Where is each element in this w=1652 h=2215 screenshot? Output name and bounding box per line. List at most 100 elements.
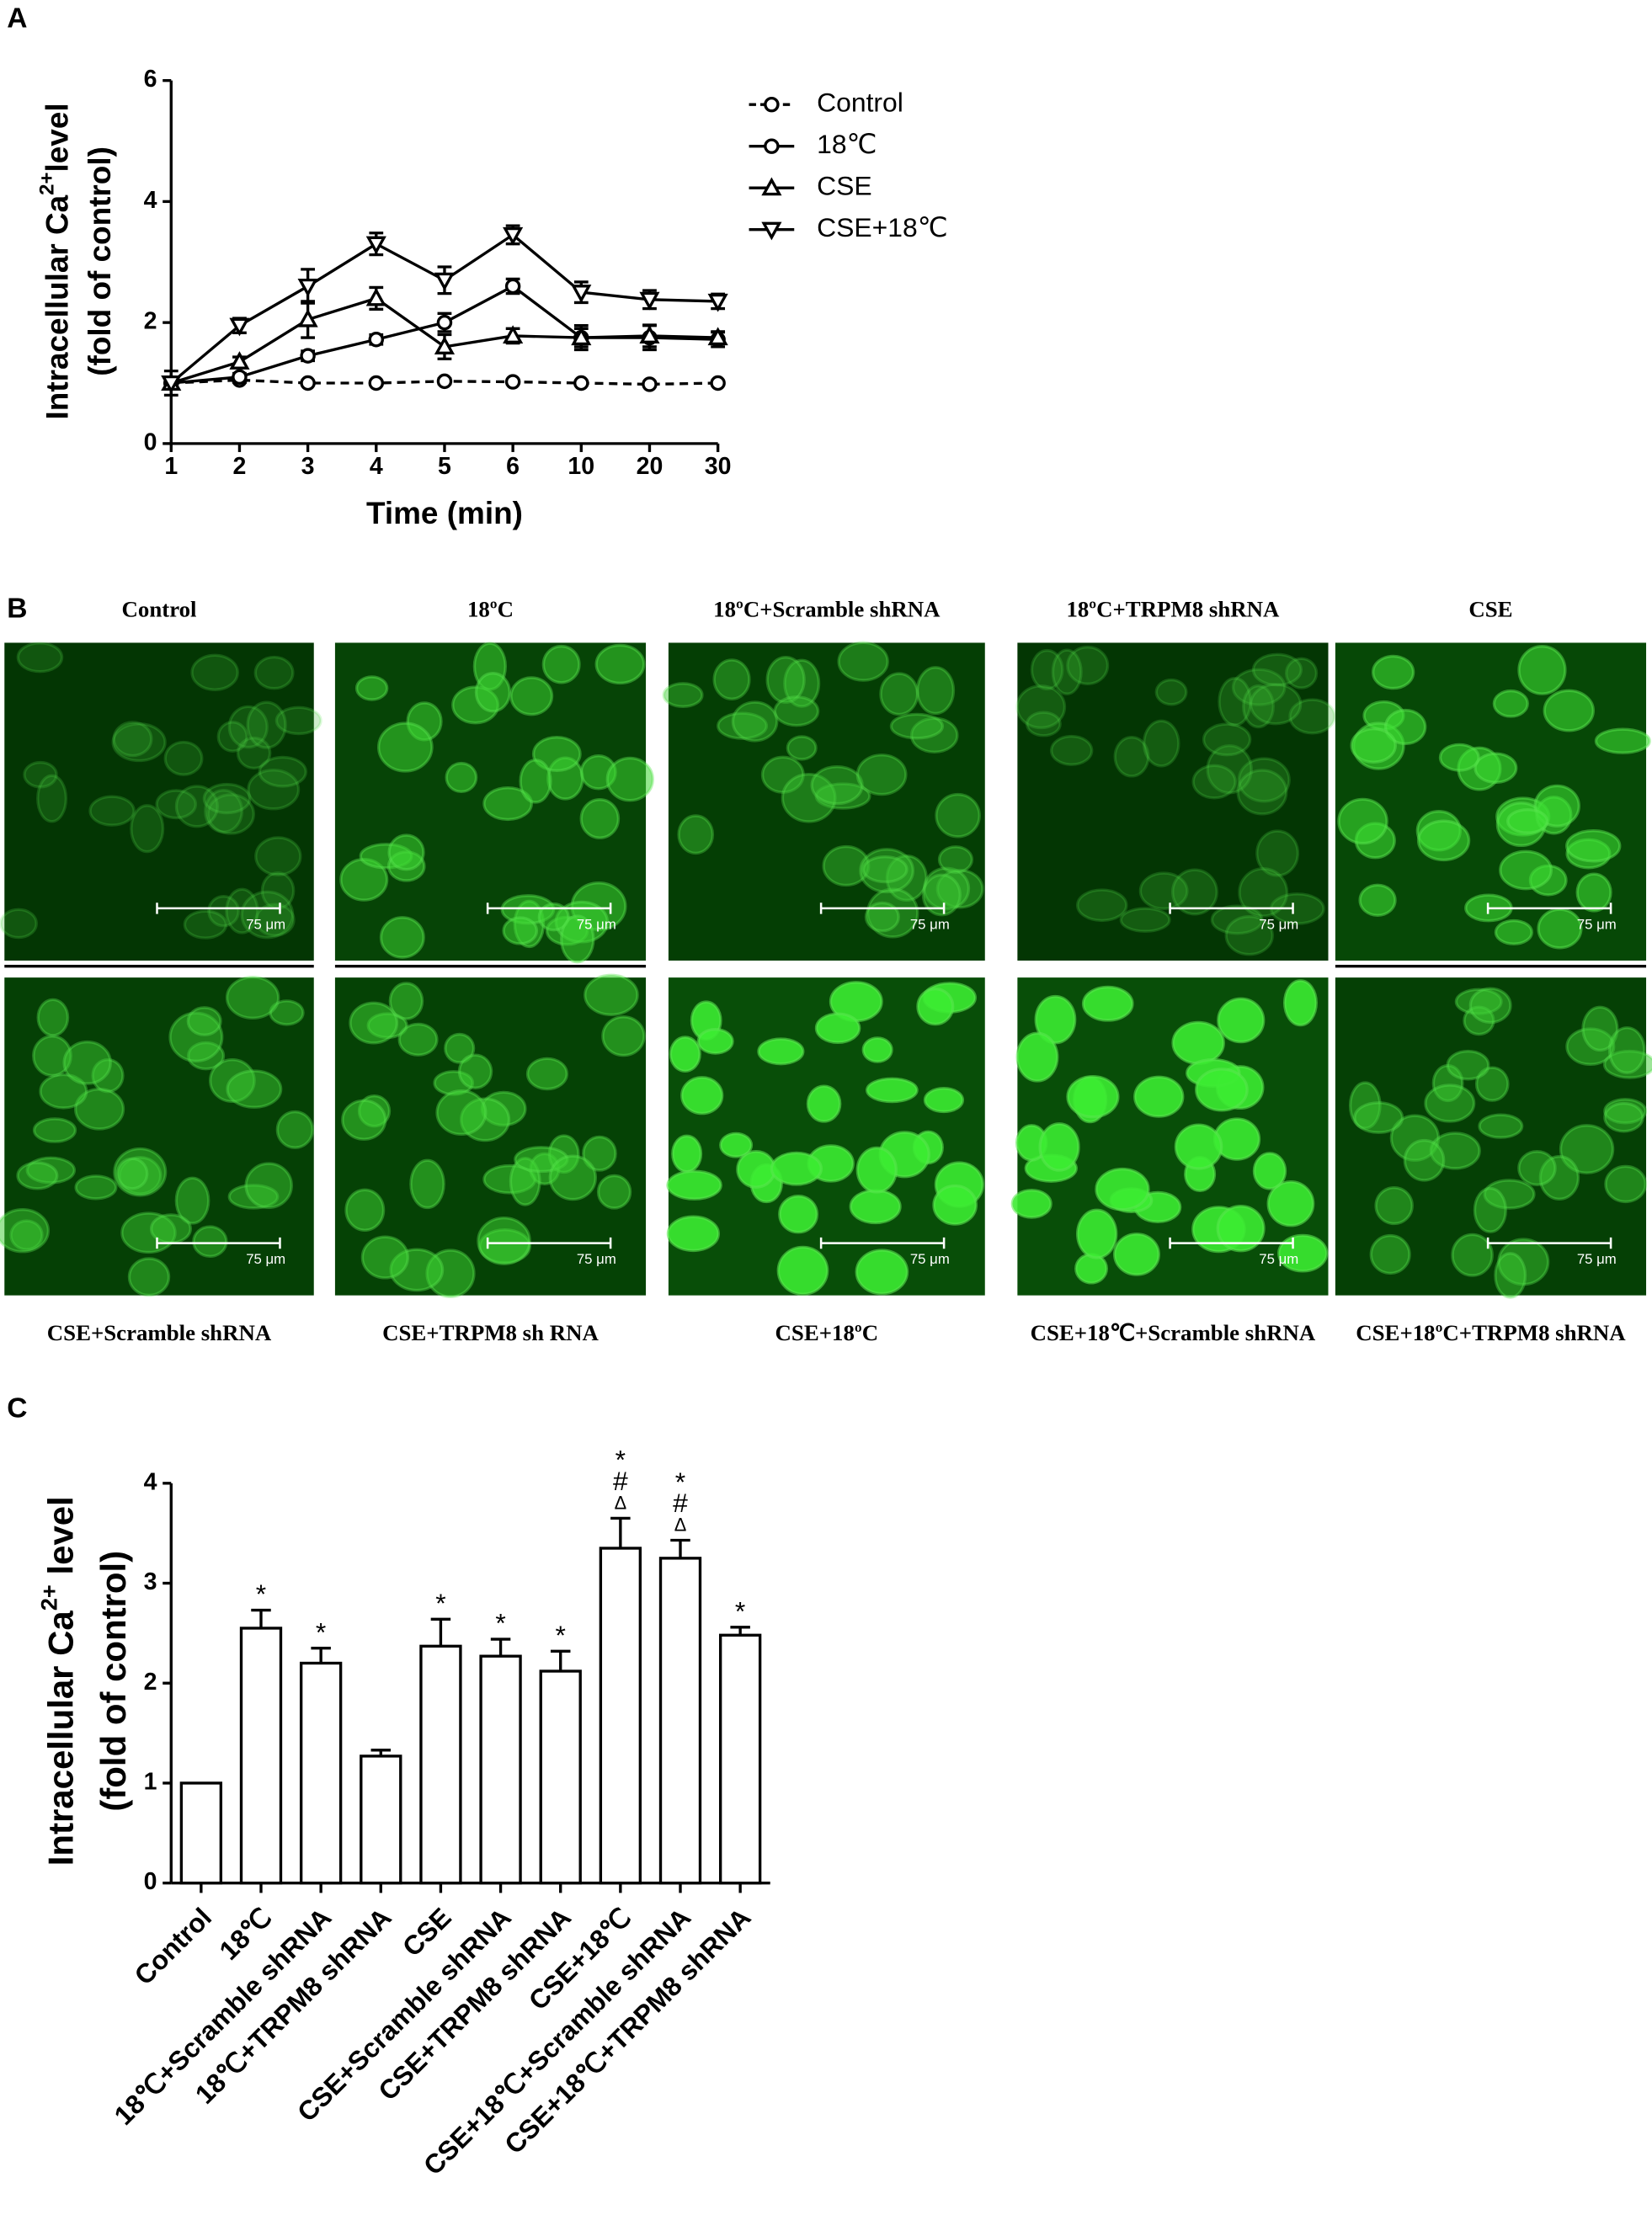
cell bbox=[1138, 871, 1189, 911]
scale-bar-label: 75 μm bbox=[577, 1251, 616, 1267]
micrograph-title: 18ºC+Scramble shRNA bbox=[713, 597, 941, 622]
error-bar bbox=[670, 1538, 690, 1558]
cell bbox=[275, 1110, 314, 1149]
scale-bar-label: 75 μm bbox=[246, 1251, 285, 1267]
micrograph: 75 μm bbox=[334, 642, 654, 964]
cell bbox=[1015, 684, 1067, 730]
cell bbox=[548, 1154, 598, 1201]
point bbox=[161, 375, 182, 394]
cell bbox=[387, 833, 425, 871]
cell bbox=[671, 1134, 703, 1174]
point bbox=[434, 272, 456, 291]
cell bbox=[866, 887, 919, 939]
significance-mark: # bbox=[613, 1466, 628, 1496]
cell bbox=[864, 901, 900, 933]
micrograph: 75 μm bbox=[662, 641, 985, 961]
significance-mark: * bbox=[256, 1579, 266, 1609]
cell bbox=[1424, 1084, 1476, 1123]
cell bbox=[155, 789, 198, 820]
micrograph: 75 μm bbox=[1015, 642, 1336, 961]
cell bbox=[186, 1006, 222, 1036]
cell bbox=[559, 914, 595, 964]
cell bbox=[865, 1077, 919, 1104]
cell bbox=[190, 653, 239, 691]
cell bbox=[814, 1012, 861, 1044]
cell bbox=[112, 721, 153, 758]
cell bbox=[1075, 888, 1128, 923]
cell bbox=[274, 705, 322, 736]
cell bbox=[1026, 711, 1062, 737]
cell bbox=[1350, 727, 1397, 764]
cell bbox=[216, 721, 248, 753]
cell bbox=[1565, 829, 1622, 863]
scale-bar-label: 75 μm bbox=[1259, 916, 1298, 932]
cell bbox=[760, 755, 805, 794]
cell bbox=[1337, 797, 1388, 845]
point bbox=[297, 278, 318, 297]
scale-bar-label: 75 μm bbox=[910, 916, 950, 932]
cell bbox=[1237, 757, 1291, 803]
cell bbox=[74, 1174, 118, 1201]
point bbox=[300, 348, 316, 364]
cell bbox=[861, 855, 909, 884]
y-tick-label: 2 bbox=[144, 308, 157, 335]
cell bbox=[1095, 1167, 1150, 1211]
cell bbox=[457, 1053, 493, 1089]
error-bar bbox=[430, 1617, 451, 1647]
cell bbox=[163, 740, 204, 776]
micrograph: 75 μm bbox=[1335, 642, 1651, 961]
cell bbox=[1142, 719, 1180, 768]
y-tick-label: 6 bbox=[144, 66, 157, 93]
bar bbox=[658, 1557, 702, 1885]
micrograph-title: 18ºC+TRPM8 shRNA bbox=[1066, 597, 1280, 622]
cell bbox=[1030, 648, 1064, 691]
cell bbox=[717, 711, 769, 740]
cell bbox=[73, 1088, 125, 1131]
scale-bar bbox=[1486, 1237, 1612, 1249]
cell bbox=[1451, 1233, 1494, 1277]
cell bbox=[1403, 1138, 1446, 1182]
cell bbox=[1038, 1122, 1080, 1172]
legend-marker bbox=[761, 177, 782, 196]
cell bbox=[773, 695, 820, 727]
point bbox=[365, 287, 386, 306]
cell bbox=[477, 1216, 531, 1265]
y-label-part: level bbox=[40, 103, 74, 172]
point bbox=[434, 336, 456, 354]
cell bbox=[354, 675, 389, 701]
panel-label: C bbox=[7, 1392, 27, 1424]
bar bbox=[599, 1547, 642, 1885]
cell bbox=[786, 735, 818, 761]
scale-bar bbox=[486, 1237, 612, 1249]
cell bbox=[502, 916, 539, 945]
micrograph-title: Control bbox=[122, 597, 197, 622]
cell bbox=[174, 1176, 210, 1225]
significance-mark: * bbox=[735, 1595, 745, 1626]
cell bbox=[680, 1076, 724, 1115]
scale-bar-label: 75 μm bbox=[910, 1251, 950, 1267]
cell bbox=[202, 782, 252, 815]
cell bbox=[16, 1161, 59, 1190]
y-label: Intracellular Ca2+level bbox=[36, 103, 75, 419]
micrograph-title: CSE+18℃+Scramble shRNA bbox=[1031, 1320, 1316, 1345]
cell bbox=[1478, 1113, 1524, 1139]
cell bbox=[662, 682, 704, 709]
significance-mark: * bbox=[316, 1616, 326, 1647]
y-tick-label: 2 bbox=[144, 1669, 157, 1696]
y-tick-label: 1 bbox=[144, 1769, 157, 1796]
significance-mark: * bbox=[435, 1588, 445, 1618]
cell bbox=[227, 705, 269, 749]
scale-bar bbox=[156, 903, 281, 914]
cell bbox=[921, 873, 962, 917]
cell bbox=[349, 1001, 399, 1045]
cell bbox=[1231, 668, 1287, 706]
micrograph: 75 μm bbox=[334, 973, 647, 1298]
legend-marker bbox=[761, 221, 782, 241]
cell bbox=[810, 765, 864, 806]
cell bbox=[444, 1032, 476, 1064]
cell bbox=[1543, 689, 1595, 732]
cell bbox=[206, 793, 255, 835]
cell bbox=[1066, 1074, 1120, 1119]
point bbox=[368, 332, 385, 348]
